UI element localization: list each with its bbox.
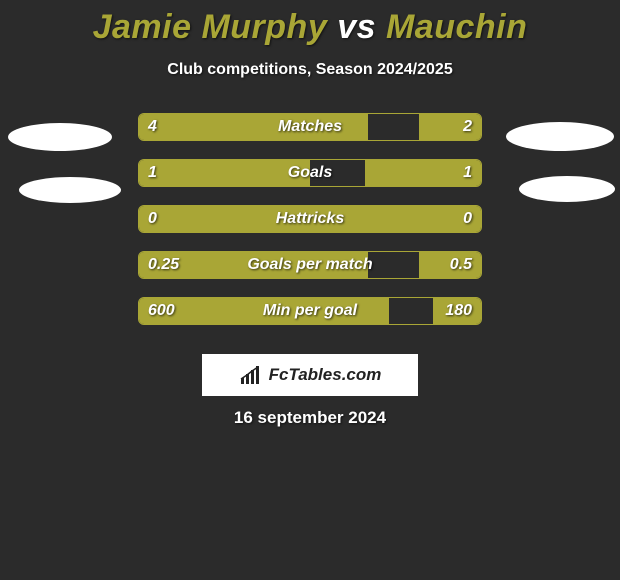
value-left: 0.25: [148, 251, 179, 279]
stat-row: 0.250.5Goals per match: [138, 251, 482, 279]
value-right: 0: [463, 205, 472, 233]
bar-track: [138, 205, 482, 233]
value-left: 600: [148, 297, 175, 325]
comparison-title: Jamie Murphy vs Mauchin: [0, 0, 620, 47]
bar-chart-icon: [239, 364, 265, 386]
bar-left: [139, 206, 481, 232]
subtitle: Club competitions, Season 2024/2025: [0, 61, 620, 79]
player1-name: Jamie Murphy: [93, 8, 328, 46]
logo-text: FcTables.com: [269, 365, 382, 385]
value-left: 0: [148, 205, 157, 233]
bar-track: [138, 159, 482, 187]
player2-name: Mauchin: [386, 8, 527, 46]
stat-row: 00Hattricks: [138, 205, 482, 233]
avatar: [506, 122, 614, 151]
avatar: [19, 177, 121, 203]
source-logo: FcTables.com: [202, 354, 418, 396]
stat-row: 600180Min per goal: [138, 297, 482, 325]
comparison-chart: 42Matches11Goals00Hattricks0.250.5Goals …: [0, 113, 620, 373]
bar-track: [138, 113, 482, 141]
value-left: 1: [148, 159, 157, 187]
bar-track: [138, 297, 482, 325]
bar-left: [139, 160, 310, 186]
stat-row: 11Goals: [138, 159, 482, 187]
stat-row: 42Matches: [138, 113, 482, 141]
bar-left: [139, 298, 389, 324]
avatar: [519, 176, 615, 202]
value-right: 0.5: [450, 251, 472, 279]
bar-left: [139, 114, 368, 140]
value-right: 1: [463, 159, 472, 187]
value-left: 4: [148, 113, 157, 141]
vs-text: vs: [337, 8, 376, 46]
avatar: [8, 123, 112, 151]
value-right: 180: [445, 297, 472, 325]
logo-inner: FcTables.com: [239, 364, 382, 386]
value-right: 2: [463, 113, 472, 141]
bar-track: [138, 251, 482, 279]
date-label: 16 september 2024: [0, 408, 620, 428]
